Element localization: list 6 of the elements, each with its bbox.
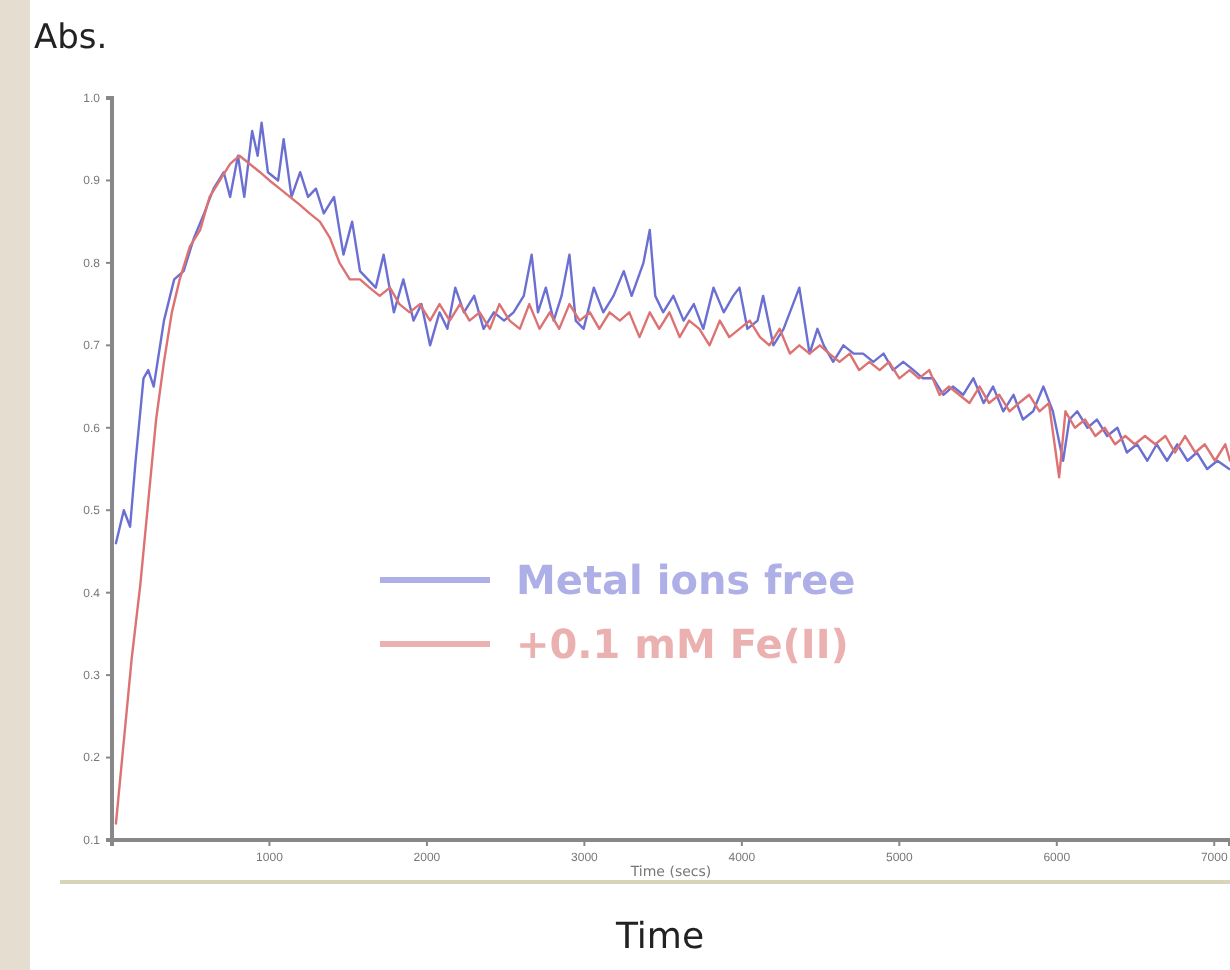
y-axis-title: Abs. — [34, 18, 108, 58]
line-series — [114, 154, 1230, 825]
legend-label: Metal ions free — [516, 556, 856, 604]
legend-label: +0.1 mM Fe(II) — [516, 620, 849, 668]
text: Time — [613, 916, 705, 958]
line-series — [114, 121, 1230, 545]
